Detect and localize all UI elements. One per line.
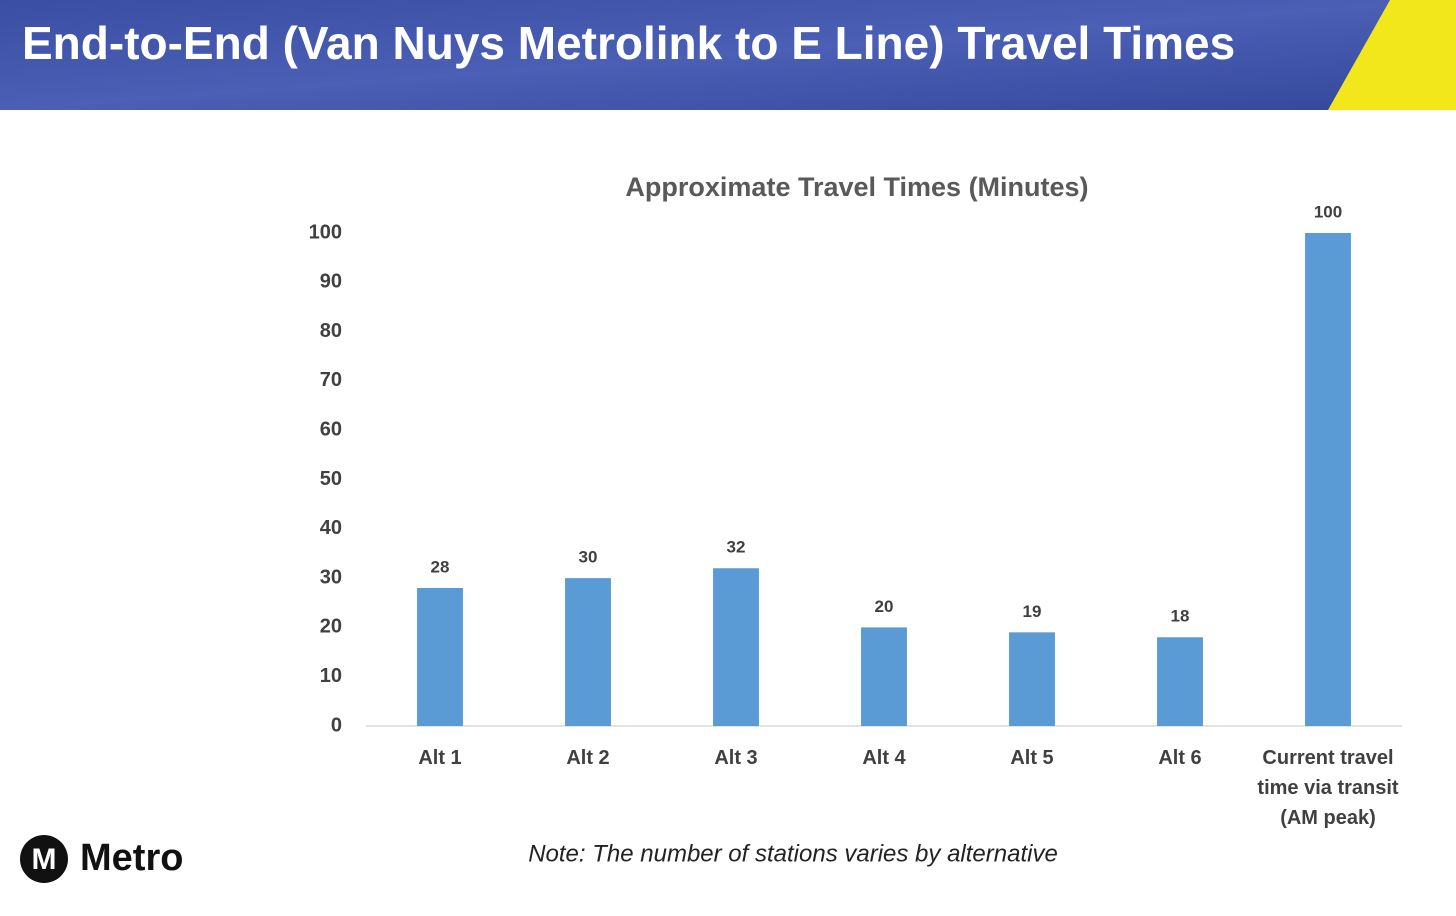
bar (1157, 637, 1203, 726)
x-tick-label: Alt 1 (418, 747, 462, 769)
y-tick-label: 80 (320, 320, 342, 342)
bar (713, 568, 759, 726)
header-title: End-to-End (Van Nuys Metrolink to E Line… (22, 17, 1235, 69)
y-tick-label: 70 (320, 369, 342, 391)
y-tick-label: 100 (309, 221, 342, 243)
data-label: 18 (1171, 607, 1190, 626)
x-tick-label: Alt 5 (1010, 747, 1054, 769)
x-tick-label: Alt 3 (714, 747, 758, 769)
y-tick-label: 10 (320, 665, 342, 687)
bar (417, 587, 463, 726)
y-tick-label: 60 (320, 418, 342, 440)
x-tick-label: Alt 2 (566, 747, 610, 769)
bar (1009, 632, 1055, 726)
y-tick-label: 90 (320, 271, 342, 293)
x-tick-label: Current travel time via transit (AM peak… (1257, 747, 1399, 829)
data-label: 20 (875, 597, 894, 616)
logo-circle (20, 835, 68, 883)
bar (1305, 233, 1351, 726)
y-tick-label: 30 (320, 566, 342, 588)
y-tick-label: 50 (320, 468, 342, 490)
data-label: 28 (431, 557, 450, 576)
x-tick-label: Alt 4 (862, 747, 906, 769)
data-label: 30 (579, 548, 598, 567)
y-tick-label: 20 (320, 616, 342, 638)
header-banner (0, 0, 1456, 110)
chart-title: Approximate Travel Times (Minutes) (625, 172, 1088, 202)
data-label: 100 (1314, 202, 1342, 221)
note: Note: The number of stations varies by a… (528, 840, 1058, 867)
data-label: 32 (727, 538, 746, 557)
header-accent (1328, 0, 1456, 110)
x-tick-label: Alt 6 (1158, 747, 1202, 769)
bar (565, 578, 611, 726)
y-tick-label: 40 (320, 517, 342, 539)
logo-text: Metro (80, 837, 183, 879)
logo-mark: M (32, 843, 57, 876)
bar (861, 627, 907, 726)
y-tick-label: 0 (331, 714, 342, 736)
data-label: 19 (1023, 602, 1042, 621)
